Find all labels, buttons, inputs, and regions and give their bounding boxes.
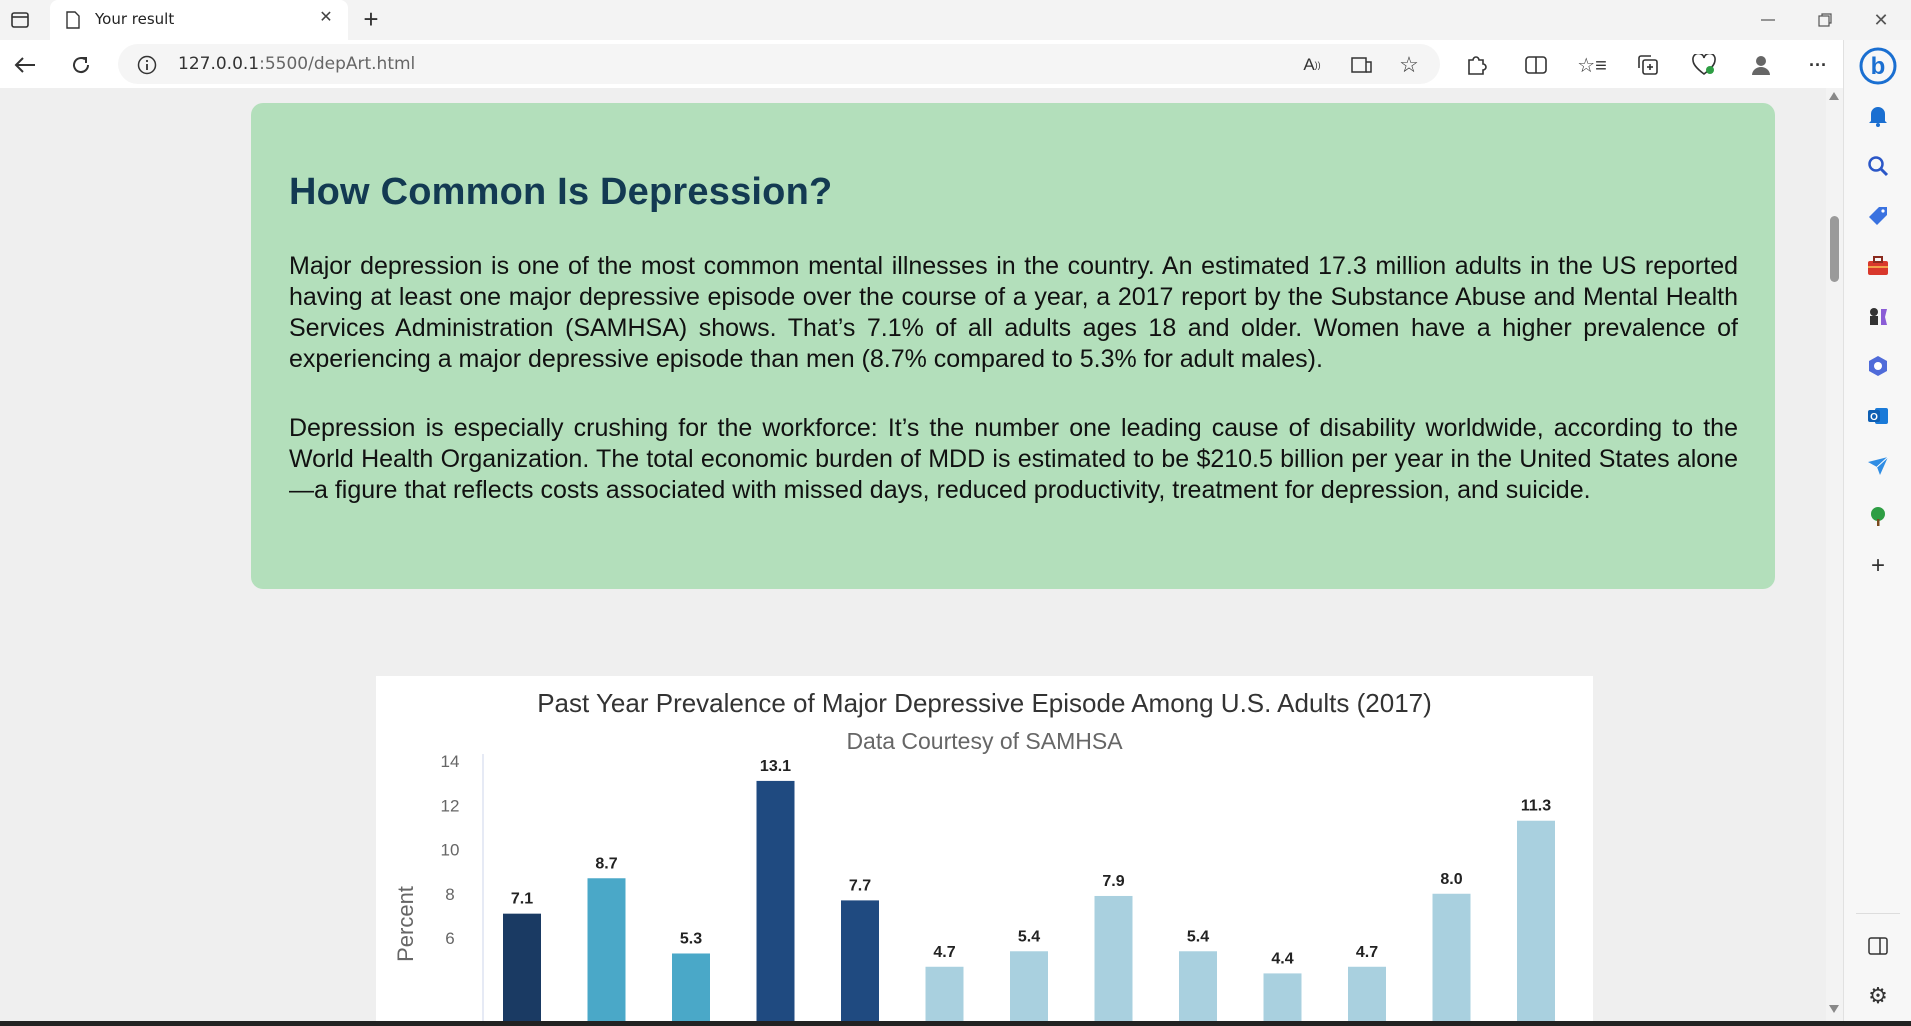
article-paragraph-1: Major depression is one of the most comm…	[289, 252, 1738, 373]
url-text[interactable]: 127.0.0.1:5500/depArt.html	[178, 54, 415, 74]
settings-gear-icon[interactable]: ⚙	[1868, 983, 1888, 1008]
restore-icon[interactable]	[1813, 8, 1837, 32]
bar-value-label: 7.7	[849, 877, 871, 894]
chart-bar[interactable]	[1010, 951, 1048, 1021]
chart-bar[interactable]	[1348, 966, 1386, 1021]
bar-value-label: 5.4	[1187, 928, 1209, 945]
y-tick-label: 12	[441, 796, 460, 815]
article-card: How Common Is Depression? Major depressi…	[251, 103, 1775, 589]
y-tick-label: 8	[445, 885, 454, 904]
chart-bar[interactable]	[1432, 893, 1471, 1021]
chart-bar[interactable]	[1263, 973, 1302, 1021]
chart-bar[interactable]	[756, 780, 795, 1021]
hide-sidebar-icon[interactable]	[1864, 932, 1892, 960]
bar-value-label: 4.7	[933, 944, 955, 961]
shopping-tag-icon[interactable]	[1864, 202, 1892, 230]
bar-value-label: 5.4	[1018, 928, 1040, 945]
collections-icon[interactable]	[1635, 52, 1661, 78]
y-tick-label: 10	[441, 841, 460, 860]
tab-actions-icon[interactable]	[8, 8, 32, 32]
article-paragraph-2: Depression is especially crushing for th…	[289, 414, 1738, 504]
immersive-reader-icon[interactable]	[1350, 53, 1374, 77]
tab-bar: Your result ✕ + ✕	[0, 0, 1911, 40]
bar-value-label: 7.9	[1102, 873, 1124, 890]
edge-sidebar: b O + ⚙	[1843, 40, 1911, 1026]
chart-bar[interactable]	[1179, 951, 1217, 1021]
y-tick-label: 6	[445, 929, 454, 948]
microsoft-365-icon[interactable]	[1864, 352, 1892, 380]
page-content: How Common Is Depression? Major depressi…	[0, 88, 1826, 1021]
back-icon[interactable]	[12, 52, 38, 78]
chart-subtitle: Data Courtesy of SAMHSA	[846, 728, 1123, 754]
scroll-up-arrow-icon[interactable]	[1829, 92, 1839, 100]
bar-value-label: 4.4	[1271, 950, 1293, 967]
chart-plot: 6 8 10 12 14 Percent 7.1 8.7 5.3 13.1 7.7 4.7 5.4 7.9…	[393, 752, 1555, 1021]
site-info-icon[interactable]	[136, 54, 158, 76]
y-tick-label: 14	[441, 752, 460, 771]
refresh-icon[interactable]	[68, 52, 94, 78]
send-drop-icon[interactable]	[1864, 452, 1892, 480]
bing-copilot-icon[interactable]: b	[1858, 46, 1898, 86]
chart-bar[interactable]	[925, 966, 964, 1021]
new-tab-icon[interactable]: +	[363, 3, 379, 34]
tab-title: Your result	[95, 10, 175, 28]
scroll-down-arrow-icon[interactable]	[1829, 1005, 1839, 1013]
more-options-icon[interactable]: ···	[1809, 54, 1827, 75]
tree-icon[interactable]	[1864, 502, 1892, 530]
bar-value-label: 8.0	[1440, 871, 1462, 888]
search-icon[interactable]	[1864, 152, 1892, 180]
chart-bar[interactable]	[672, 953, 710, 1021]
svg-text:O: O	[1870, 412, 1878, 423]
bar-value-label: 11.3	[1521, 798, 1551, 815]
extensions-icon[interactable]	[1463, 52, 1489, 78]
favorites-icon[interactable]: ☆≡	[1577, 54, 1607, 77]
chart-bar[interactable]	[841, 900, 879, 1021]
bar-value-label: 5.3	[680, 930, 702, 947]
bar-value-label: 7.1	[511, 891, 533, 908]
chart-title: Past Year Prevalence of Major Depressive…	[537, 688, 1432, 718]
split-screen-icon[interactable]	[1523, 52, 1549, 78]
url-host: 127.0.0.1	[178, 54, 260, 74]
outlook-icon[interactable]: O	[1864, 402, 1892, 430]
chart-bar[interactable]	[1517, 820, 1555, 1021]
page-icon	[64, 10, 82, 30]
navigation-bar: 127.0.0.1:5500/depArt.html A)) ☆ ☆≡ ···	[0, 40, 1911, 88]
article-heading: How Common Is Depression?	[289, 171, 833, 213]
sidebar-divider	[1856, 913, 1900, 914]
chart-bar[interactable]	[503, 913, 541, 1021]
url-path: :5500/depArt.html	[259, 54, 416, 74]
add-sidebar-app-icon[interactable]: +	[1870, 552, 1885, 579]
vertical-scrollbar[interactable]	[1826, 88, 1843, 1021]
chart-bar[interactable]	[587, 878, 626, 1021]
close-tab-icon[interactable]: ✕	[319, 9, 333, 26]
chart-bar[interactable]	[1094, 895, 1133, 1021]
svg-text:b: b	[1871, 53, 1886, 80]
bar-value-label: 4.7	[1356, 944, 1378, 961]
notifications-bell-icon[interactable]	[1864, 102, 1892, 130]
scroll-thumb[interactable]	[1830, 216, 1839, 282]
favorite-star-icon[interactable]: ☆	[1399, 52, 1419, 77]
bar-value-label: 8.7	[595, 855, 617, 872]
games-chess-icon[interactable]	[1864, 302, 1892, 330]
y-axis-label: Percent	[393, 886, 418, 962]
browser-essentials-icon[interactable]	[1691, 52, 1717, 78]
read-aloud-icon[interactable]: A))	[1303, 55, 1321, 74]
address-bar[interactable]: 127.0.0.1:5500/depArt.html A)) ☆	[118, 44, 1440, 84]
tools-briefcase-icon[interactable]	[1864, 252, 1892, 280]
profile-icon[interactable]	[1748, 52, 1774, 78]
close-window-icon[interactable]: ✕	[1873, 9, 1889, 30]
browser-tab[interactable]: Your result ✕	[50, 0, 348, 40]
taskbar-edge	[0, 1021, 1911, 1026]
bar-value-label: 13.1	[760, 758, 791, 775]
prevalence-chart: Past Year Prevalence of Major Depressive…	[376, 676, 1593, 1021]
minimize-icon[interactable]	[1756, 8, 1780, 32]
